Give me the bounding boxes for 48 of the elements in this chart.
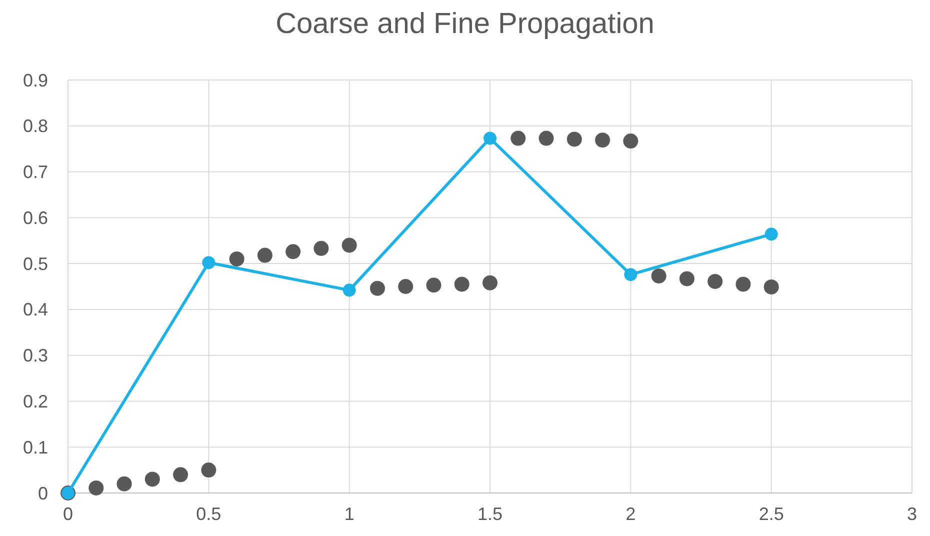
point bbox=[566, 132, 582, 147]
x-tick-label: 3 bbox=[906, 504, 918, 524]
y-tick-label: 0.9 bbox=[22, 70, 48, 90]
point bbox=[736, 276, 751, 292]
y-tick-label: 0 bbox=[38, 483, 48, 504]
point bbox=[342, 284, 356, 297]
y-tick-label: 0.5 bbox=[22, 254, 48, 274]
y-tick-label: 0.3 bbox=[22, 346, 48, 366]
point bbox=[88, 480, 104, 496]
y-tick-label: 0.8 bbox=[22, 116, 48, 136]
y-tick-label: 0.4 bbox=[22, 300, 48, 320]
x-tick-label: 2 bbox=[626, 504, 636, 524]
y-tick-label: 0.6 bbox=[22, 208, 48, 228]
point bbox=[454, 276, 470, 292]
point bbox=[595, 132, 610, 148]
x-tick-label: 0.5 bbox=[196, 504, 222, 524]
point bbox=[201, 462, 216, 478]
point bbox=[144, 472, 160, 487]
y-tick-label: 0.7 bbox=[22, 162, 48, 182]
point bbox=[370, 280, 385, 296]
x-tick-label: 1.5 bbox=[477, 504, 503, 524]
x-tick-label: 0 bbox=[62, 504, 74, 524]
y-tick-label: 0.1 bbox=[22, 437, 48, 458]
point bbox=[708, 274, 723, 289]
point bbox=[538, 130, 554, 146]
point bbox=[679, 271, 694, 286]
x-tick-label: 2.5 bbox=[758, 504, 784, 524]
chart-title: Coarse and Fine Propagation bbox=[276, 8, 654, 40]
point bbox=[624, 268, 638, 282]
point bbox=[764, 228, 778, 241]
point bbox=[764, 279, 779, 294]
point bbox=[398, 279, 414, 294]
point bbox=[286, 244, 301, 260]
point bbox=[314, 240, 329, 256]
point bbox=[623, 134, 638, 149]
x-tick-label: 1 bbox=[344, 504, 354, 524]
point bbox=[342, 238, 357, 253]
point bbox=[202, 256, 216, 270]
point bbox=[426, 278, 442, 293]
y-tick-label: 0.2 bbox=[22, 392, 48, 412]
point bbox=[651, 268, 666, 284]
point bbox=[257, 248, 272, 263]
point bbox=[116, 476, 132, 492]
point bbox=[510, 130, 526, 146]
point bbox=[484, 132, 496, 145]
point bbox=[173, 467, 188, 482]
point bbox=[482, 275, 498, 290]
point bbox=[229, 251, 244, 266]
